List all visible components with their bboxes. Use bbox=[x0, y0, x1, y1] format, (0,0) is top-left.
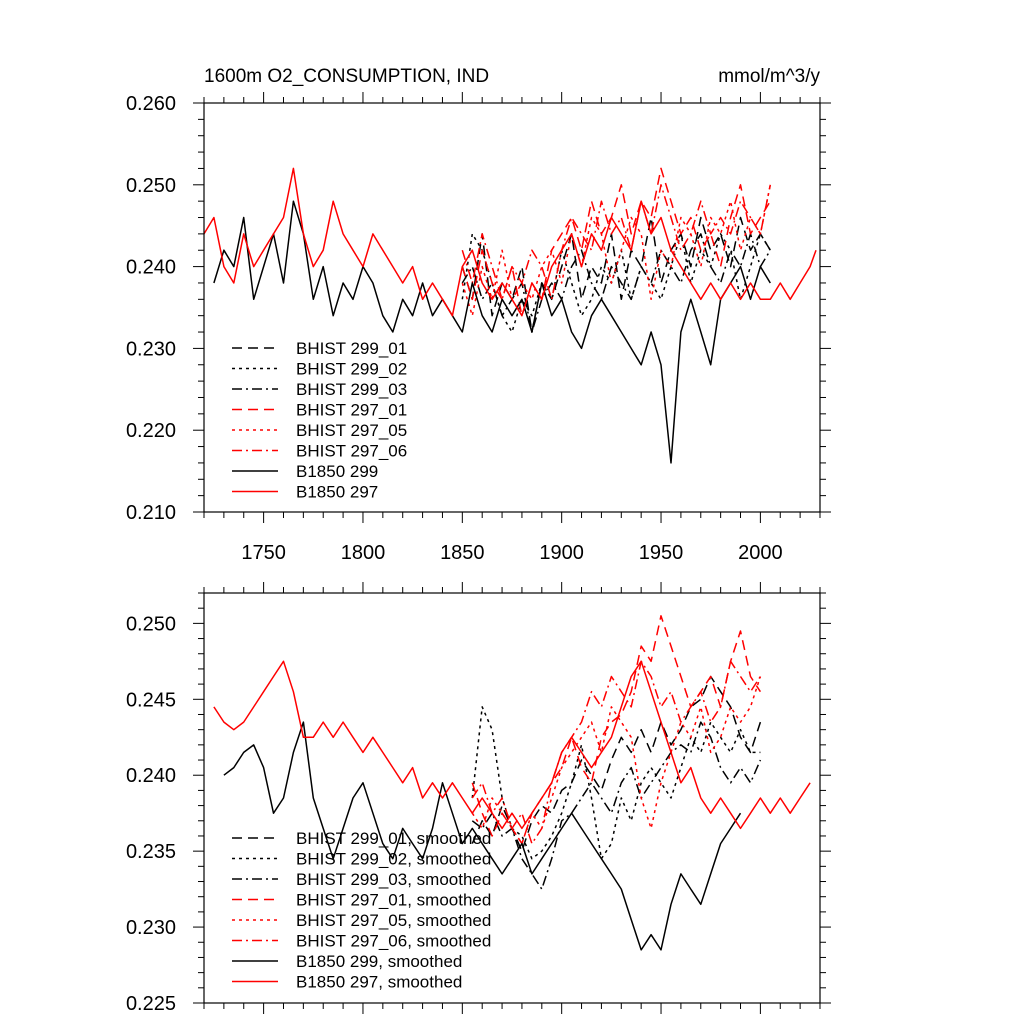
top-panel-units: mmol/m^3/y bbox=[718, 66, 820, 87]
bottom-panel-legend-label: BHIST 299_02, smoothed bbox=[296, 850, 491, 869]
top-panel-legend-label: BHIST 299_03 bbox=[296, 380, 407, 399]
bottom-panel-legend-label: B1850 299, smoothed bbox=[296, 952, 462, 971]
bottom-panel-legend-label: BHIST 297_05, smoothed bbox=[296, 911, 491, 930]
bottom-panel-series-b1850-299-smoothed bbox=[223, 721, 742, 951]
top-panel-legend-label: BHIST 299_01 bbox=[296, 339, 407, 358]
bottom-panel-legend-label: BHIST 297_01, smoothed bbox=[296, 891, 491, 910]
bottom-panel-legend: BHIST 299_01, smoothed BHIST 299_02, smoo… bbox=[232, 829, 491, 992]
top-panel-x-tick-label: 1850 bbox=[440, 542, 485, 564]
top-panel-series-bhist-299-01 bbox=[461, 216, 771, 333]
bottom-panel-legend-label: BHIST 299_03, smoothed bbox=[296, 870, 491, 889]
bottom-panel-y-tick-label: 0.230 bbox=[126, 917, 176, 939]
top-panel-series-bhist-297-01 bbox=[461, 167, 771, 317]
top-panel-x-tick-label: 1950 bbox=[639, 542, 684, 564]
top-panel-y-tick-label: 0.240 bbox=[126, 257, 176, 279]
top-panel-legend-label: BHIST 297_05 bbox=[296, 421, 407, 440]
top-panel-series-bhist-299-03 bbox=[461, 233, 771, 333]
top-panel-y-tick-label: 0.230 bbox=[126, 338, 176, 360]
top-panel-legend-label: BHIST 297_01 bbox=[296, 401, 407, 420]
top-panel-y-tick-label: 0.210 bbox=[126, 502, 176, 524]
bottom-panel: 0.225 0.230 0.235 0.240 0.245 0.250 BHIST 299… bbox=[126, 582, 831, 1015]
bottom-panel-legend-label: B1850 297, smoothed bbox=[296, 973, 462, 992]
top-panel-y-tick-label: 0.220 bbox=[126, 420, 176, 442]
top-panel-frame bbox=[203, 102, 821, 513]
bottom-panel-series-bhist-299-03-smoothed bbox=[471, 721, 762, 890]
bottom-panel-y-tick-label: 0.225 bbox=[126, 993, 176, 1015]
top-panel-x-tick-label: 1750 bbox=[241, 542, 286, 564]
bottom-panel-frame bbox=[203, 592, 821, 1004]
top-panel-ticks: 0.210 0.220 0.230 0.240 0.250 0.260 1750 1800 18… bbox=[126, 92, 831, 564]
top-panel-y-tick-label: 0.260 bbox=[126, 93, 176, 115]
top-panel-x-tick-label: 2000 bbox=[738, 542, 783, 564]
top-panel-legend-label: B1850 299 bbox=[296, 462, 378, 481]
top-panel-legend-label: B1850 297 bbox=[296, 483, 378, 502]
top-panel-series-b1850-297 bbox=[203, 167, 817, 317]
top-panel-series-bhist-299-02 bbox=[461, 233, 771, 333]
bottom-panel-lines bbox=[213, 615, 811, 951]
top-panel: 1600m O2_CONSUMPTION, IND mmol/m^3/y 0.2… bbox=[126, 66, 831, 564]
top-panel-legend-label: BHIST 299_02 bbox=[296, 360, 407, 379]
top-panel-y-tick-label: 0.250 bbox=[126, 175, 176, 197]
bottom-panel-y-tick-label: 0.245 bbox=[126, 689, 176, 711]
top-panel-x-tick-label: 1800 bbox=[341, 542, 386, 564]
bottom-panel-y-tick-label: 0.240 bbox=[126, 765, 176, 787]
top-panel-series-b1850-299 bbox=[213, 200, 771, 464]
bottom-panel-y-tick-label: 0.250 bbox=[126, 613, 176, 635]
bottom-panel-series-bhist-297-06-smoothed bbox=[471, 660, 762, 845]
bottom-panel-legend-label: BHIST 299_01, smoothed bbox=[296, 829, 491, 848]
bottom-panel-y-tick-label: 0.235 bbox=[126, 841, 176, 863]
bottom-panel-series-bhist-297-01-smoothed bbox=[471, 615, 762, 845]
top-panel-x-tick-label: 1900 bbox=[539, 542, 584, 564]
top-panel-series-bhist-297-05 bbox=[461, 184, 772, 317]
top-panel-title: 1600m O2_CONSUMPTION, IND bbox=[204, 66, 489, 87]
bottom-panel-legend-label: BHIST 297_06, smoothed bbox=[296, 932, 491, 951]
bottom-panel-ticks: 0.225 0.230 0.235 0.240 0.245 0.250 bbox=[126, 582, 831, 1015]
top-panel-lines bbox=[203, 167, 817, 464]
bottom-panel-series-b1850-297-smoothed bbox=[213, 660, 811, 830]
top-panel-legend-label: BHIST 297_06 bbox=[296, 442, 407, 461]
